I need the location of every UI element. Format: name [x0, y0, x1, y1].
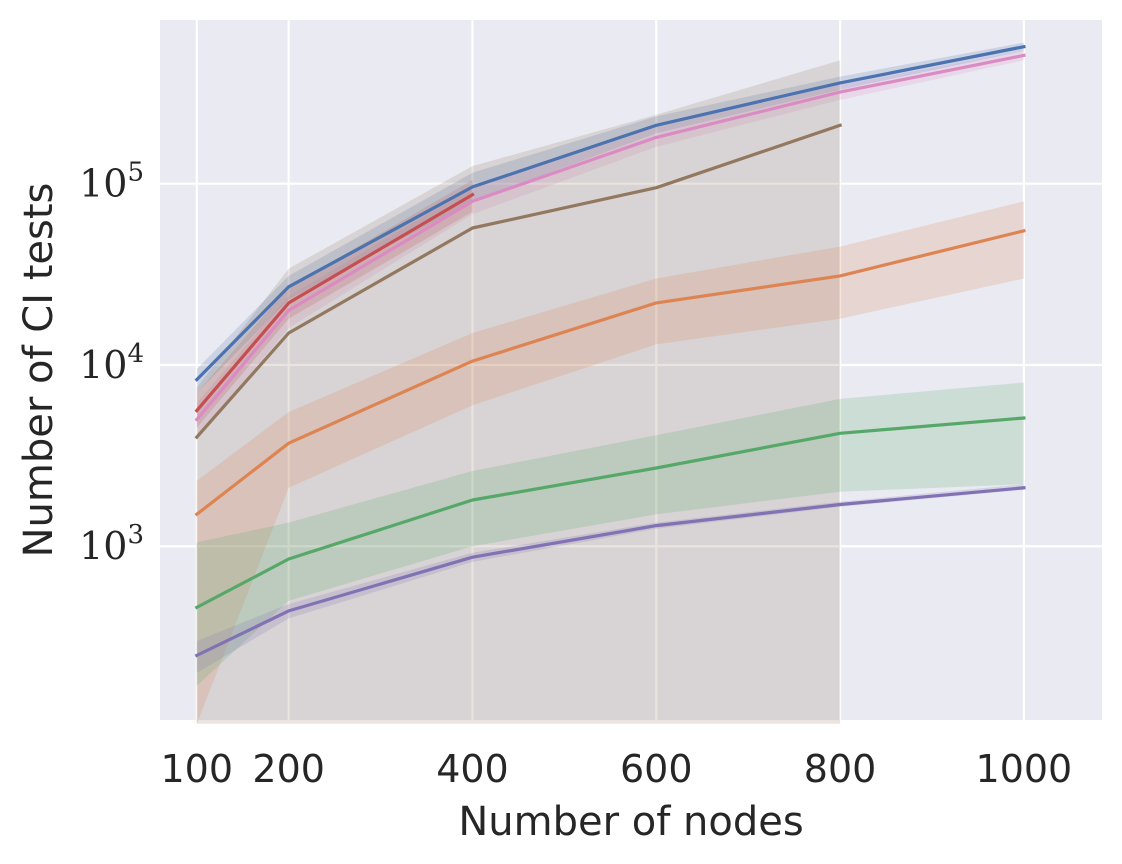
y-axis-label: Number of CI tests [16, 183, 62, 558]
x-axis-label: Number of nodes [458, 799, 803, 845]
line-pink [194, 53, 1026, 422]
line-blue [194, 44, 1026, 382]
band-green [196, 382, 1024, 686]
line-orange [194, 228, 1026, 517]
x-tick-label: 800 [804, 747, 877, 791]
x-tick-label: 400 [436, 747, 509, 791]
x-tick-label: 600 [620, 747, 693, 791]
line-brown [194, 123, 843, 440]
band-orange [196, 201, 1024, 724]
x-tick-label: 200 [252, 747, 325, 791]
y-tick-label: 104 [79, 339, 144, 387]
y-tick-label: 103 [79, 520, 144, 568]
x-tick-label: 1000 [976, 747, 1073, 791]
x-tick-labels: 100 200 400 600 800 1000 [160, 747, 1072, 791]
band-brown [196, 60, 841, 724]
line-purple [194, 486, 1026, 658]
line-green [194, 416, 1026, 610]
line-red [194, 192, 475, 413]
y-tick-label: 105 [79, 158, 144, 206]
y-tick-labels: 103 104 105 [79, 158, 144, 569]
series-lines [194, 44, 1026, 658]
x-tick-label: 100 [160, 747, 233, 791]
